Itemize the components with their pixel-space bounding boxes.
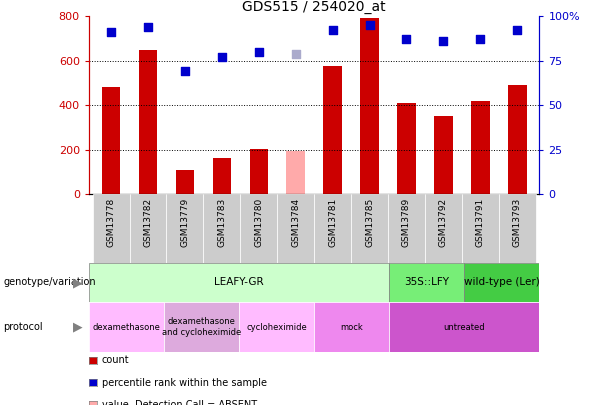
- Text: GSM13782: GSM13782: [143, 198, 153, 247]
- Bar: [176, 170, 194, 194]
- Bar: [89, 302, 164, 352]
- Text: mock: mock: [340, 322, 363, 332]
- Bar: [314, 194, 351, 263]
- Text: cycloheximide: cycloheximide: [246, 322, 307, 332]
- Point: [143, 23, 153, 30]
- Title: GDS515 / 254020_at: GDS515 / 254020_at: [242, 0, 386, 14]
- Text: GSM13780: GSM13780: [254, 198, 263, 247]
- Text: LEAFY-GR: LEAFY-GR: [215, 277, 264, 288]
- Point: [217, 54, 227, 60]
- Bar: [508, 85, 527, 194]
- Bar: [471, 101, 490, 194]
- Point: [328, 27, 338, 34]
- Text: protocol: protocol: [3, 322, 43, 332]
- Text: GSM13784: GSM13784: [291, 198, 300, 247]
- Text: GSM13779: GSM13779: [180, 198, 189, 247]
- Point: [512, 27, 522, 34]
- Point: [476, 36, 485, 43]
- Bar: [213, 158, 231, 194]
- Text: dexamethasone: dexamethasone: [93, 322, 161, 332]
- Bar: [240, 194, 277, 263]
- Text: 35S::LFY: 35S::LFY: [405, 277, 449, 288]
- Text: GSM13783: GSM13783: [218, 198, 226, 247]
- Bar: [425, 194, 462, 263]
- Bar: [351, 194, 388, 263]
- Point: [106, 29, 116, 36]
- Bar: [167, 194, 204, 263]
- Text: GSM13781: GSM13781: [328, 198, 337, 247]
- Text: GSM13792: GSM13792: [439, 198, 448, 247]
- Bar: [277, 194, 314, 263]
- Text: dexamethasone
and cycloheximide: dexamethasone and cycloheximide: [162, 318, 241, 337]
- Bar: [139, 49, 157, 194]
- Bar: [249, 149, 268, 194]
- Text: GSM13793: GSM13793: [513, 198, 522, 247]
- Point: [438, 38, 448, 45]
- Bar: [102, 87, 120, 194]
- Bar: [360, 18, 379, 194]
- Bar: [389, 302, 539, 352]
- Bar: [93, 194, 129, 263]
- Text: GSM13789: GSM13789: [402, 198, 411, 247]
- Bar: [388, 194, 425, 263]
- Bar: [462, 194, 499, 263]
- Bar: [286, 151, 305, 194]
- Point: [291, 50, 300, 57]
- Bar: [465, 263, 539, 302]
- Text: GSM13791: GSM13791: [476, 198, 485, 247]
- Bar: [129, 194, 167, 263]
- Text: count: count: [102, 356, 129, 365]
- Text: GSM13778: GSM13778: [107, 198, 115, 247]
- Text: percentile rank within the sample: percentile rank within the sample: [102, 378, 267, 388]
- Bar: [239, 302, 314, 352]
- Point: [365, 22, 375, 28]
- Bar: [499, 194, 536, 263]
- Bar: [164, 302, 239, 352]
- Point: [402, 36, 411, 43]
- Point: [180, 68, 190, 75]
- Point: [254, 49, 264, 55]
- Bar: [204, 194, 240, 263]
- Text: value, Detection Call = ABSENT: value, Detection Call = ABSENT: [102, 400, 257, 405]
- Text: GSM13785: GSM13785: [365, 198, 374, 247]
- Bar: [389, 263, 465, 302]
- Bar: [89, 263, 389, 302]
- Text: ▶: ▶: [73, 320, 83, 334]
- Bar: [324, 66, 342, 194]
- Text: ▶: ▶: [73, 276, 83, 289]
- Text: wild-type (Ler): wild-type (Ler): [464, 277, 540, 288]
- Bar: [314, 302, 389, 352]
- Bar: [397, 103, 416, 194]
- Text: untreated: untreated: [444, 322, 485, 332]
- Text: genotype/variation: genotype/variation: [3, 277, 96, 288]
- Bar: [434, 117, 452, 194]
